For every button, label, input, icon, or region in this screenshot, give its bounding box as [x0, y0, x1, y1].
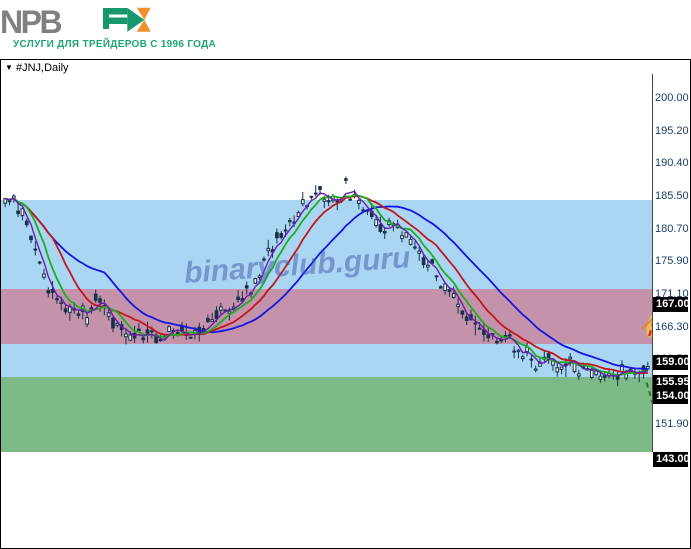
- svg-text:NPB: NPB: [0, 4, 61, 40]
